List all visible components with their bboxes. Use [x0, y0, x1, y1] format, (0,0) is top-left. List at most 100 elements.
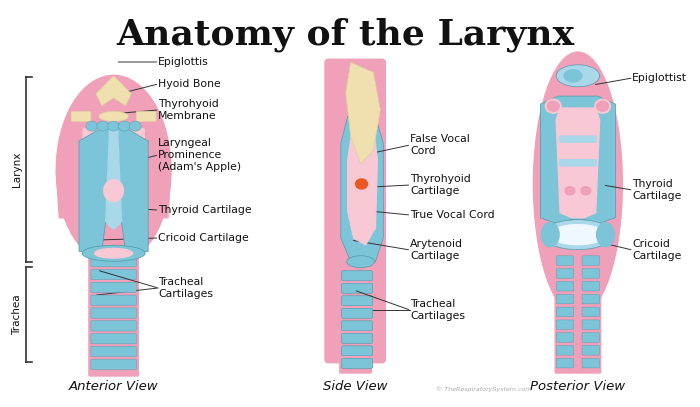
- FancyBboxPatch shape: [559, 160, 596, 166]
- FancyBboxPatch shape: [91, 282, 136, 293]
- Text: Epiglottis: Epiglottis: [158, 57, 209, 67]
- Polygon shape: [79, 123, 110, 252]
- FancyBboxPatch shape: [342, 359, 372, 368]
- Polygon shape: [556, 108, 600, 218]
- Polygon shape: [540, 96, 615, 226]
- FancyBboxPatch shape: [325, 59, 385, 363]
- Ellipse shape: [130, 121, 141, 131]
- FancyBboxPatch shape: [91, 295, 136, 305]
- FancyBboxPatch shape: [342, 296, 372, 306]
- Ellipse shape: [581, 187, 591, 195]
- Ellipse shape: [533, 52, 622, 316]
- Text: Thyrohyoid
Membrane: Thyrohyoid Membrane: [158, 99, 219, 121]
- Text: Posterior View: Posterior View: [531, 380, 626, 393]
- FancyBboxPatch shape: [582, 294, 599, 304]
- Ellipse shape: [108, 121, 120, 131]
- Polygon shape: [56, 127, 96, 218]
- Text: Arytenoid
Cartilage: Arytenoid Cartilage: [410, 239, 463, 261]
- Text: True Vocal Cord: True Vocal Cord: [410, 210, 495, 220]
- Text: Trachea: Trachea: [12, 294, 22, 335]
- FancyBboxPatch shape: [342, 309, 372, 318]
- Ellipse shape: [542, 220, 613, 249]
- FancyBboxPatch shape: [91, 269, 136, 280]
- FancyBboxPatch shape: [582, 282, 599, 291]
- FancyBboxPatch shape: [83, 129, 144, 149]
- Ellipse shape: [547, 101, 559, 111]
- FancyBboxPatch shape: [342, 271, 372, 280]
- Polygon shape: [118, 123, 148, 252]
- FancyBboxPatch shape: [556, 294, 574, 304]
- Text: Laryngeal
Prominence
(Adam's Apple): Laryngeal Prominence (Adam's Apple): [158, 138, 242, 172]
- FancyBboxPatch shape: [342, 346, 372, 356]
- FancyBboxPatch shape: [342, 346, 372, 356]
- FancyBboxPatch shape: [342, 321, 372, 330]
- FancyBboxPatch shape: [582, 320, 599, 330]
- FancyBboxPatch shape: [556, 320, 574, 330]
- Ellipse shape: [550, 225, 606, 245]
- Text: Larynx: Larynx: [12, 151, 22, 187]
- FancyBboxPatch shape: [136, 112, 156, 121]
- Text: False Vocal
Cord: False Vocal Cord: [410, 134, 470, 156]
- FancyBboxPatch shape: [556, 269, 574, 278]
- Text: Tracheal
Cartilages: Tracheal Cartilages: [410, 299, 465, 321]
- FancyBboxPatch shape: [556, 346, 574, 355]
- Ellipse shape: [104, 180, 123, 202]
- FancyBboxPatch shape: [91, 256, 136, 267]
- FancyBboxPatch shape: [91, 333, 136, 344]
- Polygon shape: [341, 116, 384, 262]
- FancyBboxPatch shape: [342, 271, 372, 280]
- Ellipse shape: [596, 101, 608, 111]
- Text: Cricoid Cartilage: Cricoid Cartilage: [158, 233, 248, 243]
- FancyBboxPatch shape: [342, 333, 372, 343]
- Text: Tracheal
Cartilages: Tracheal Cartilages: [158, 277, 213, 299]
- Text: Epiglottist: Epiglottist: [632, 73, 687, 83]
- Ellipse shape: [565, 187, 575, 195]
- FancyBboxPatch shape: [556, 359, 574, 368]
- Text: Hyoid Bone: Hyoid Bone: [158, 79, 220, 89]
- Text: Side View: Side View: [323, 380, 388, 393]
- FancyBboxPatch shape: [91, 359, 136, 370]
- Ellipse shape: [356, 179, 368, 189]
- FancyBboxPatch shape: [556, 256, 574, 265]
- Ellipse shape: [56, 75, 171, 264]
- Ellipse shape: [564, 70, 582, 82]
- FancyBboxPatch shape: [342, 321, 372, 330]
- Ellipse shape: [97, 121, 108, 131]
- Polygon shape: [348, 127, 377, 245]
- Polygon shape: [96, 76, 132, 106]
- FancyBboxPatch shape: [556, 333, 574, 342]
- Ellipse shape: [118, 121, 130, 131]
- FancyBboxPatch shape: [582, 307, 599, 317]
- FancyBboxPatch shape: [89, 256, 139, 376]
- Text: Anatomy of the Larynx: Anatomy of the Larynx: [117, 18, 575, 53]
- FancyBboxPatch shape: [342, 333, 372, 343]
- Ellipse shape: [82, 245, 145, 261]
- Polygon shape: [132, 127, 171, 218]
- Polygon shape: [106, 125, 122, 229]
- Ellipse shape: [99, 112, 128, 121]
- FancyBboxPatch shape: [555, 258, 601, 373]
- FancyBboxPatch shape: [582, 256, 599, 265]
- Ellipse shape: [346, 256, 374, 268]
- FancyBboxPatch shape: [91, 308, 136, 318]
- Ellipse shape: [545, 99, 561, 113]
- FancyBboxPatch shape: [582, 333, 599, 342]
- Text: Thyroid
Cartilage: Thyroid Cartilage: [632, 179, 682, 201]
- Ellipse shape: [556, 65, 600, 87]
- Ellipse shape: [596, 223, 615, 247]
- Polygon shape: [346, 62, 380, 164]
- Ellipse shape: [86, 121, 98, 131]
- Ellipse shape: [94, 248, 132, 258]
- FancyBboxPatch shape: [91, 346, 136, 357]
- FancyBboxPatch shape: [340, 273, 372, 373]
- Text: Thyrohyoid
Cartilage: Thyrohyoid Cartilage: [410, 174, 470, 196]
- Ellipse shape: [541, 223, 559, 247]
- Ellipse shape: [595, 99, 610, 113]
- FancyBboxPatch shape: [342, 283, 372, 293]
- FancyBboxPatch shape: [342, 359, 372, 368]
- FancyBboxPatch shape: [342, 309, 372, 318]
- Text: © TheRespiratorySystem.com: © TheRespiratorySystem.com: [436, 386, 532, 392]
- FancyBboxPatch shape: [559, 136, 596, 142]
- Text: Cricoid
Cartilage: Cricoid Cartilage: [632, 239, 682, 261]
- Text: Anterior View: Anterior View: [69, 380, 158, 393]
